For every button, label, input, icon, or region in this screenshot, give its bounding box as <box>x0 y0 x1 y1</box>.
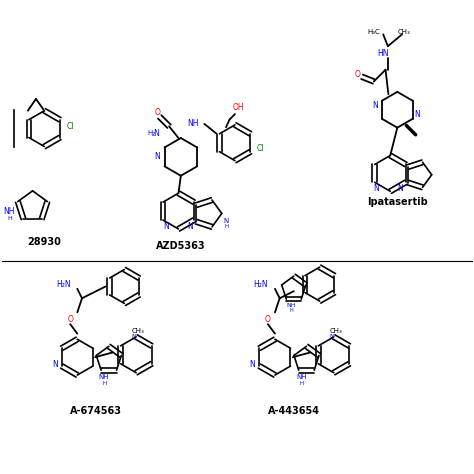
Text: N: N <box>224 218 229 224</box>
Text: NH: NH <box>187 119 198 128</box>
Text: N: N <box>155 153 160 161</box>
Text: CH₃: CH₃ <box>132 328 145 334</box>
Text: OH: OH <box>233 102 245 111</box>
Text: H: H <box>224 224 228 229</box>
Text: H₃C: H₃C <box>367 29 380 35</box>
Text: CH₃: CH₃ <box>330 328 343 334</box>
Text: Ipatasertib: Ipatasertib <box>367 197 428 207</box>
Text: 28930: 28930 <box>27 237 61 246</box>
Text: N: N <box>163 222 169 231</box>
Text: A-443654: A-443654 <box>268 406 320 416</box>
Text: H₂N: H₂N <box>254 280 268 289</box>
Text: N: N <box>187 222 192 231</box>
Text: O: O <box>265 315 271 324</box>
Text: H: H <box>290 309 293 313</box>
Text: H: H <box>147 130 153 137</box>
Text: Cl: Cl <box>256 144 264 153</box>
Text: H: H <box>102 381 106 385</box>
Text: Cl: Cl <box>67 122 74 131</box>
Text: O: O <box>355 70 360 79</box>
Text: N: N <box>415 110 420 119</box>
Text: N: N <box>329 334 334 339</box>
Text: N: N <box>249 360 255 369</box>
Text: NH: NH <box>297 374 307 381</box>
Text: N: N <box>52 360 57 369</box>
Text: CH₃: CH₃ <box>398 29 411 35</box>
Text: H₂N: H₂N <box>56 280 71 289</box>
Text: AZD5363: AZD5363 <box>156 241 206 251</box>
Text: ₂N: ₂N <box>152 129 161 138</box>
Text: N: N <box>397 184 403 193</box>
Text: N: N <box>372 100 378 109</box>
Text: NH: NH <box>99 374 109 381</box>
Text: H: H <box>7 216 12 221</box>
Text: A-674563: A-674563 <box>70 406 122 416</box>
Text: NH: NH <box>3 207 14 216</box>
Text: N: N <box>131 334 136 339</box>
Text: N: N <box>373 184 379 193</box>
Text: O: O <box>67 315 73 324</box>
Text: HN: HN <box>377 49 389 58</box>
Text: H: H <box>300 381 304 385</box>
Text: O: O <box>155 108 160 117</box>
Text: NH: NH <box>287 303 296 308</box>
